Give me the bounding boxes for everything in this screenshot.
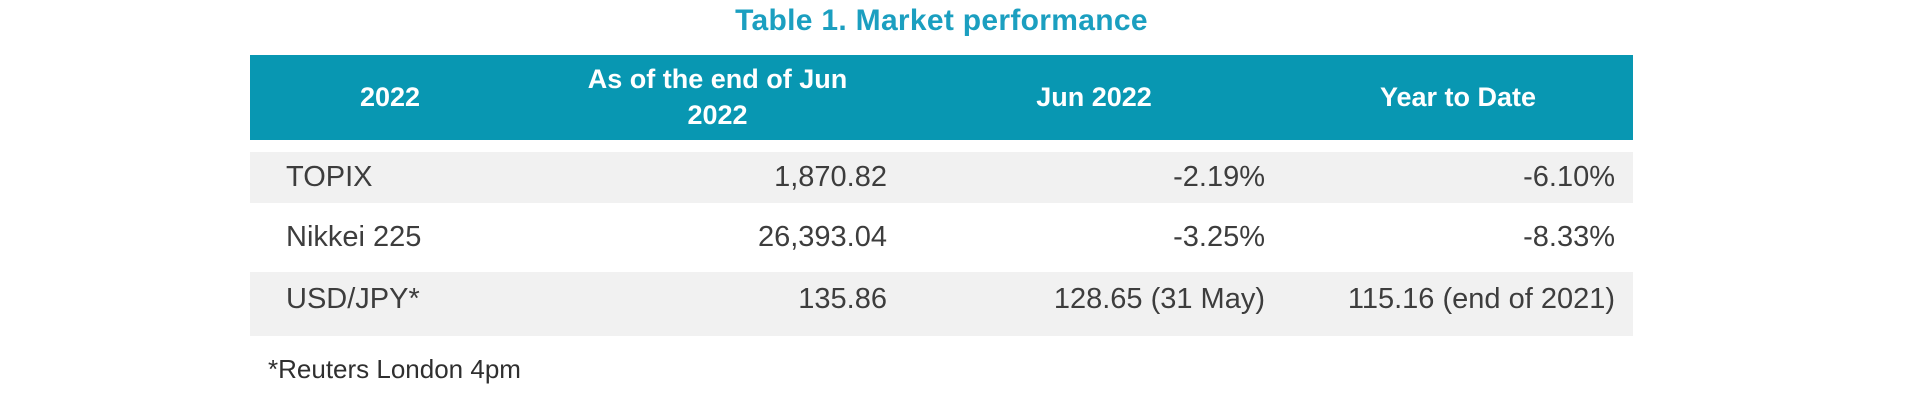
header-cell-as-of-end-of-jun: As of the end of Jun 2022 bbox=[587, 64, 848, 130]
header-cell-jun-2022: Jun 2022 bbox=[1036, 81, 1152, 112]
value-end-of-jun: 26,393.04 bbox=[757, 221, 887, 253]
value-year-to-date: -6.10% bbox=[1523, 161, 1615, 193]
table-header-row: 2022 As of the end of Jun 2022 Jun 2022 … bbox=[250, 55, 1633, 140]
value-jun-2022: -3.25% bbox=[1173, 221, 1265, 253]
header-cell-year-to-date: Year to Date bbox=[1379, 81, 1537, 112]
value-year-to-date: -8.33% bbox=[1523, 221, 1615, 253]
value-end-of-jun: 135.86 bbox=[798, 282, 887, 315]
value-jun-2022: 128.65 (31 May) bbox=[1053, 282, 1265, 315]
row-label: USD/JPY* bbox=[286, 282, 420, 315]
header-cell-2022: 2022 bbox=[359, 81, 421, 112]
table-footnote: *Reuters London 4pm bbox=[268, 354, 521, 384]
value-year-to-date: 115.16 (end of 2021) bbox=[1347, 282, 1615, 315]
row-label: Nikkei 225 bbox=[286, 221, 422, 253]
value-jun-2022: -2.19% bbox=[1173, 161, 1265, 193]
table-row-usd-jpy: USD/JPY* 135.86 128.65 (31 May) 115.16 (… bbox=[250, 272, 1633, 336]
table-title: Table 1. Market performance bbox=[735, 4, 1148, 37]
table-row-nikkei-225: Nikkei 225 26,393.04 -3.25% -8.33% bbox=[250, 212, 1633, 263]
table-row-topix: TOPIX 1,870.82 -2.19% -6.10% bbox=[250, 152, 1633, 203]
value-end-of-jun: 1,870.82 bbox=[774, 161, 887, 193]
market-performance-table: 2022 As of the end of Jun 2022 Jun 2022 … bbox=[250, 55, 1633, 336]
row-label: TOPIX bbox=[286, 161, 373, 193]
